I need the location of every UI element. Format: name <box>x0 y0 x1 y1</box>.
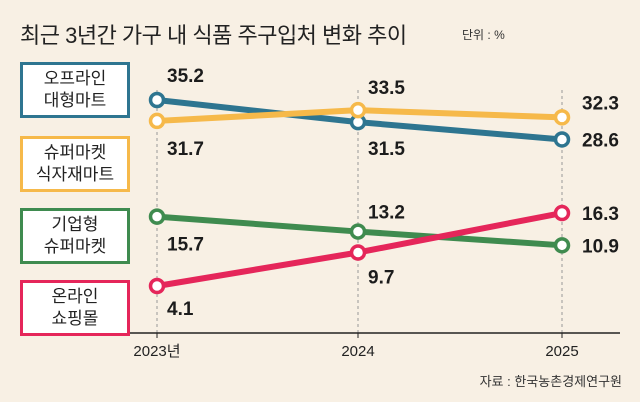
data-point <box>148 277 166 295</box>
data-label: 32.3 <box>582 93 619 114</box>
source-note: 자료 : 한국농촌경제연구원 <box>479 374 622 389</box>
data-label: 33.5 <box>368 78 405 99</box>
data-point <box>553 237 571 254</box>
data-label: 31.7 <box>167 139 204 160</box>
x-tick-label: 2023년 <box>133 343 180 360</box>
data-label: 15.7 <box>167 235 204 256</box>
chart-title: 최근 3년간 가구 내 식품 주구입처 변화 추이 <box>20 23 407 48</box>
data-point <box>148 91 166 109</box>
x-tick-label: 2024 <box>341 343 374 360</box>
data-point <box>553 204 571 222</box>
legend-label: 대형마트 <box>43 91 107 110</box>
unit-label: 단위 : % <box>462 28 505 42</box>
legend-label: 식자재마트 <box>35 165 115 184</box>
data-point <box>553 131 571 148</box>
legend-label: 쇼핑몰 <box>51 309 99 328</box>
legend-label: 슈퍼마켓 <box>43 143 107 162</box>
data-label: 28.6 <box>582 130 619 151</box>
data-point <box>349 101 367 119</box>
legend-label: 기업형 <box>51 215 99 234</box>
data-label: 35.2 <box>167 66 204 87</box>
data-point <box>148 208 166 225</box>
data-label: 4.1 <box>167 299 194 320</box>
data-point <box>148 112 166 130</box>
data-label: 9.7 <box>368 267 394 288</box>
legend-label: 슈퍼마켓 <box>43 237 107 256</box>
data-label: 16.3 <box>582 204 619 225</box>
data-point <box>349 244 367 261</box>
x-tick-label: 2025 <box>545 343 578 360</box>
legend-label: 온라인 <box>51 287 99 306</box>
data-point <box>349 223 367 240</box>
data-point <box>553 109 571 126</box>
data-label: 31.5 <box>368 139 405 160</box>
data-label: 13.2 <box>368 203 405 224</box>
legend-label: 오프라인 <box>43 69 107 88</box>
data-label: 10.9 <box>582 236 619 257</box>
